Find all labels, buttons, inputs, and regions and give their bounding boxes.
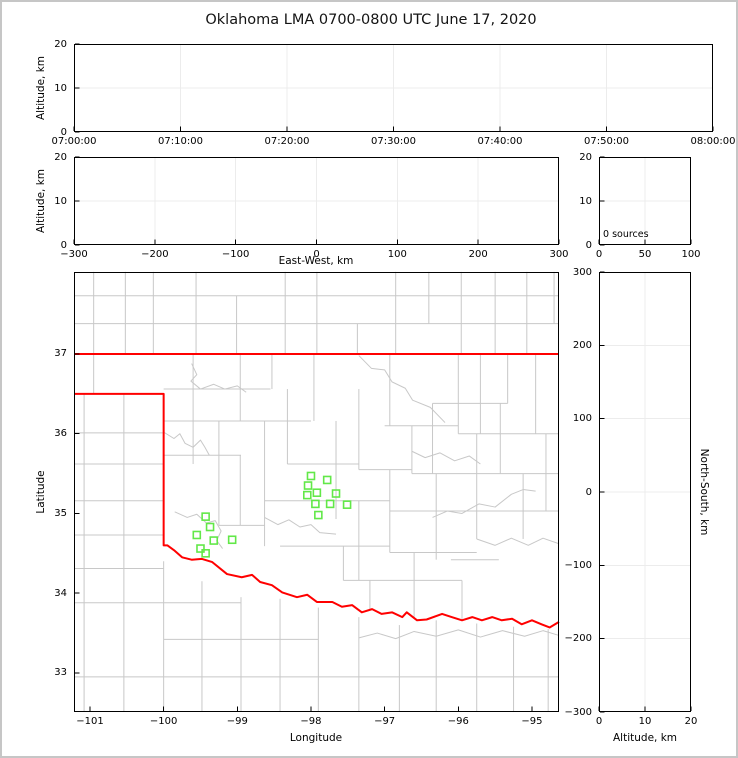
tick-label: −300 [564,706,592,718]
lma-station-marker [322,475,332,485]
tick-label: 0 [595,248,603,260]
county-boundary-line [358,355,446,423]
lma-station-marker [314,510,323,520]
panel-frame [74,272,559,712]
tick-label: 34 [54,587,67,599]
tick-label: −200 [141,248,169,260]
lma-station-marker [325,499,335,509]
panel-frame [74,44,713,132]
county-boundary-line [163,431,210,456]
tick-label: 0 [585,239,592,251]
lma-station-marker [331,489,341,498]
page-title: Oklahoma LMA 0700-0800 UTC June 17, 2020 [205,12,537,28]
county-boundary-line [358,629,560,640]
panel-frame [599,157,691,245]
tick-label: −97 [374,715,396,727]
tick-label: 0 [595,715,603,727]
lma-station-marker [201,549,210,558]
lma-station-marker [209,536,219,545]
tick-label: −100 [149,715,178,727]
lma-station-marker [303,481,313,490]
tick-label: −95 [521,715,543,727]
sources-count-annotation: 0 sources [603,229,649,240]
panel-frame [74,157,559,245]
oklahoma-map-plot-area [74,271,560,712]
tick-label: 300 [549,248,569,260]
lma-station-marker [306,471,316,481]
lma-station-marker [205,522,215,532]
tick-label: 07:00:00 [51,135,97,147]
tick-label: 35 [54,507,67,519]
tick-label: 100 [572,413,592,425]
panel-frame [599,272,691,712]
tick-label: 10 [54,82,67,94]
lma-station-marker [192,530,202,540]
tick-label: 300 [572,266,592,278]
tick-label: 10 [54,195,67,207]
tick-label: 07:20:00 [264,135,310,147]
tick-label: 100 [681,248,701,260]
lma-station-marker [227,535,237,545]
tick-label: 0 [313,248,320,260]
north-south-height-plot-area [598,271,692,713]
x-axis-label-longitude: Longitude [289,732,343,744]
tick-label: 20 [54,38,67,50]
tick-label: 08:00:00 [690,135,736,147]
lma-station-marker [302,490,312,500]
tick-label: 07:10:00 [158,135,203,147]
x-axis-label-east-west: East-West, km [278,255,354,267]
time-height-plot-area [73,43,714,133]
tick-label: −300 [60,248,88,260]
lma-station-marker [342,500,352,509]
tick-label: 36 [54,428,67,440]
tick-label: −100 [221,248,250,260]
tick-label: −200 [564,633,592,645]
tick-label: −96 [447,715,469,727]
tick-label: 0 [60,239,67,251]
x-axis-label-altitude-ns: Altitude, km [612,732,678,744]
tick-label: 50 [638,248,652,260]
county-boundary-line [174,511,223,549]
tick-label: 37 [54,348,67,360]
lma-station-marker [312,488,322,498]
tick-label: −101 [76,715,104,727]
tick-label: 0 [585,486,592,498]
tick-label: 200 [468,248,488,260]
lma-station-marker [311,499,320,509]
county-boundary-line [432,489,536,518]
lma-station-marker [196,544,205,553]
tick-label: −98 [300,715,322,727]
county-boundary-line [190,363,247,393]
county-boundary-line [476,537,560,546]
county-boundary-line [264,516,337,535]
lma-station-marker [201,512,210,521]
tick-label: 07:30:00 [371,135,416,147]
tick-label: 33 [54,667,67,679]
tick-label: 20 [54,151,67,163]
tick-label: 07:50:00 [584,135,629,147]
tick-label: −100 [564,559,592,571]
tick-label: 07:40:00 [477,135,523,147]
y-axis-label-north-south: North-South, km [698,448,710,536]
tick-label: 200 [572,339,592,351]
tick-label: 10 [579,195,592,207]
altitude-histogram-plot-area [598,156,692,246]
east-west-height-plot-area [73,156,560,246]
tick-label: 20 [579,151,592,163]
tick-label: 100 [387,248,407,260]
state-border-line [74,392,560,629]
tick-label: −99 [226,715,248,727]
tick-label: 10 [638,715,652,727]
tick-label: 0 [60,126,67,138]
tick-label: 20 [684,715,698,727]
county-boundary-line [411,450,481,465]
